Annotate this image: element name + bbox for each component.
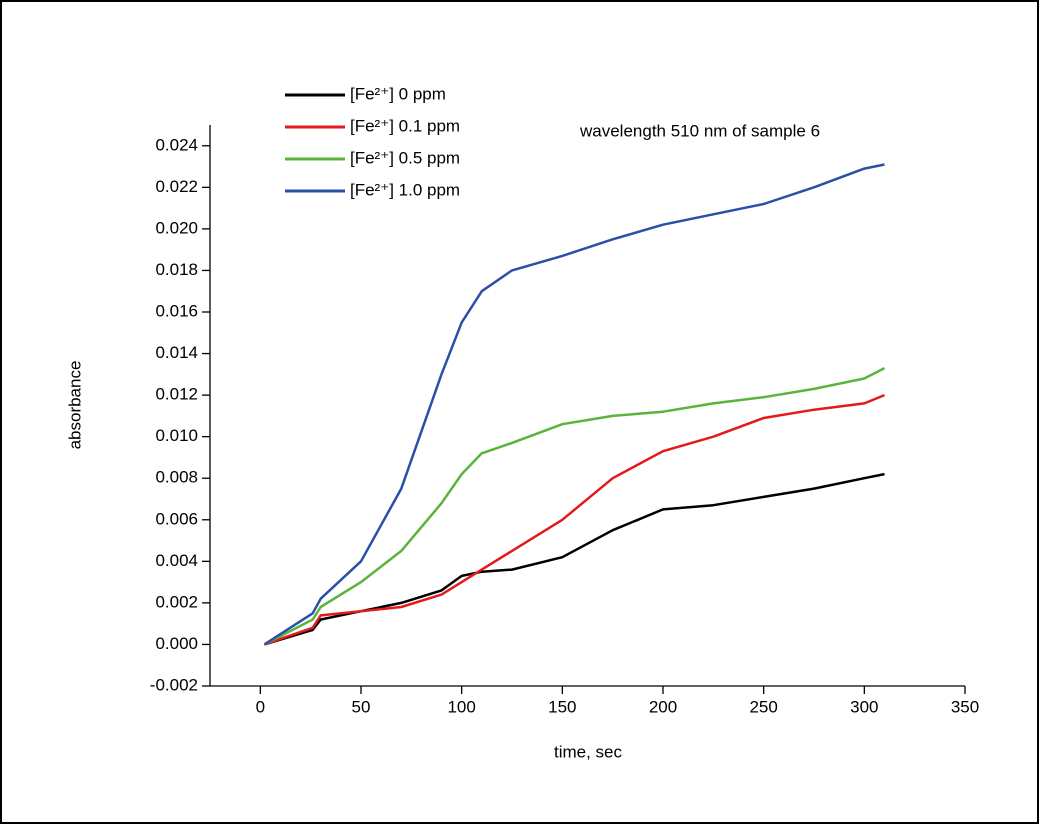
x-tick-label: 0 xyxy=(256,697,265,716)
y-tick-label: 0.022 xyxy=(155,177,198,196)
x-tick-label: 200 xyxy=(649,697,677,716)
legend-label: [Fe²⁺] 0.5 ppm xyxy=(350,148,460,167)
y-tick-label: 0.006 xyxy=(155,509,198,528)
x-tick-label: 350 xyxy=(951,697,979,716)
series-line xyxy=(263,366,886,646)
annotation: wavelength 510 nm of sample 6 xyxy=(579,121,820,140)
y-tick-label: -0.002 xyxy=(150,675,198,694)
x-tick-label: 100 xyxy=(447,697,475,716)
x-tick-label: 50 xyxy=(352,697,371,716)
x-axis-label: time, sec xyxy=(554,742,623,761)
series-line xyxy=(263,163,885,646)
legend-label: [Fe²⁺] 0 ppm xyxy=(350,84,446,103)
y-tick-label: 0.024 xyxy=(155,135,198,154)
y-tick-label: 0.018 xyxy=(155,260,198,279)
legend-label: [Fe²⁺] 0.1 ppm xyxy=(350,116,460,135)
y-tick-label: 0.008 xyxy=(155,468,198,487)
y-tick-label: 0.012 xyxy=(155,385,198,404)
legend-label: [Fe²⁺] 1.0 ppm xyxy=(350,180,460,199)
series-line xyxy=(264,472,885,646)
y-axis-label: absorbance xyxy=(65,361,84,450)
x-tick-label: 250 xyxy=(749,697,777,716)
y-tick-label: 0.020 xyxy=(155,218,198,237)
y-tick-label: 0.014 xyxy=(155,343,198,362)
y-tick-label: 0.010 xyxy=(155,426,198,445)
x-tick-label: 150 xyxy=(548,697,576,716)
series-line xyxy=(263,393,885,646)
y-tick-label: 0.002 xyxy=(155,592,198,611)
y-tick-label: 0.016 xyxy=(155,301,198,320)
y-tick-label: 0.000 xyxy=(155,634,198,653)
y-tick-label: 0.004 xyxy=(155,551,198,570)
x-tick-label: 300 xyxy=(850,697,878,716)
